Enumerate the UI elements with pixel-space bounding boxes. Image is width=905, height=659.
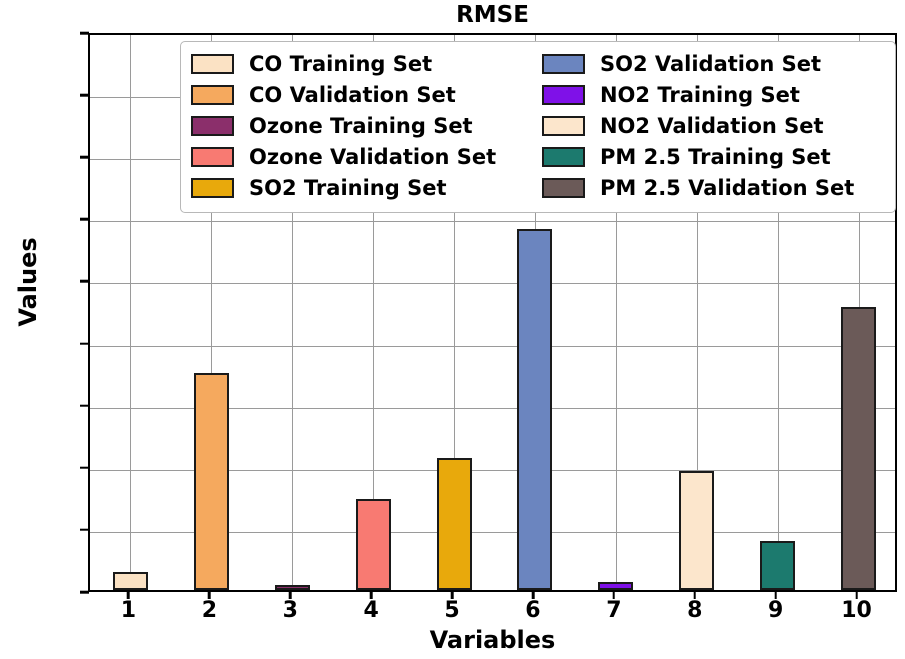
x-tick-mark	[693, 590, 697, 599]
x-tick-mark	[855, 590, 858, 599]
legend-item[interactable]: NO2 Validation Set	[541, 111, 885, 141]
gridline-vertical	[777, 35, 779, 590]
gridline-vertical	[373, 35, 375, 590]
gridline-horizontal	[90, 345, 895, 347]
x-tick-mark	[288, 590, 292, 599]
gridline-horizontal	[90, 531, 895, 533]
y-tick-mark	[80, 466, 89, 470]
gridline-vertical	[696, 35, 698, 590]
x-axis-label: Variables	[429, 626, 556, 654]
legend-item[interactable]: NO2 Training Set	[541, 80, 885, 110]
page-title: RMSE	[456, 2, 529, 28]
legend-item-label: CO Training Set	[249, 51, 433, 76]
y-tick-mark	[80, 528, 89, 532]
x-tick-label: 2	[201, 598, 217, 623]
bar-3	[274, 585, 310, 590]
x-tick-label: 1	[120, 598, 137, 623]
bar-4	[355, 499, 391, 590]
y-axis-label: Values	[14, 237, 42, 327]
legend-item[interactable]: PM 2.5 Training Set	[541, 142, 885, 172]
gridline-vertical	[615, 35, 617, 590]
legend-swatch-icon	[191, 147, 234, 167]
legend-item-label: NO2 Training Set	[599, 82, 800, 107]
x-tick-mark	[450, 590, 454, 599]
legend-item-label: Ozone Training Set	[249, 113, 473, 138]
legend-item-label: CO Validation Set	[249, 82, 456, 107]
legend-item-label: Ozone Validation Set	[249, 144, 497, 169]
gridline-vertical	[130, 35, 132, 590]
y-tick-mark	[80, 218, 89, 221]
gridline-vertical	[454, 35, 456, 590]
x-tick-mark	[774, 590, 777, 599]
legend-item[interactable]: SO2 Training Set	[191, 173, 542, 203]
legend-item-label: NO2 Validation Set	[599, 113, 824, 138]
x-tick-mark	[612, 590, 616, 599]
legend-item[interactable]: SO2 Validation Set	[541, 49, 885, 79]
gridline-horizontal	[90, 469, 895, 471]
legend-item-label: SO2 Training Set	[249, 175, 447, 200]
bar-10	[841, 306, 877, 590]
legend-swatch-icon	[191, 178, 234, 198]
x-tick-label: 3	[282, 598, 298, 623]
x-tick-label: 6	[525, 598, 541, 623]
bar-5	[436, 458, 472, 590]
bar-6	[517, 229, 553, 590]
bar-8	[679, 471, 715, 590]
legend-item-label: PM 2.5 Validation Set	[599, 175, 855, 200]
gridline-horizontal	[90, 283, 895, 285]
legend-swatch-icon	[541, 178, 585, 198]
gridline-horizontal	[90, 221, 895, 223]
y-tick-mark	[80, 155, 89, 159]
y-tick-mark	[80, 342, 89, 345]
legend-item[interactable]: CO Validation Set	[191, 80, 542, 110]
legend-swatch-icon	[191, 54, 234, 74]
legend-item[interactable]: Ozone Training Set	[191, 111, 542, 141]
legend-swatch-icon	[541, 85, 585, 105]
x-tick-label: 5	[444, 598, 460, 623]
legend-swatch-icon	[191, 116, 234, 136]
chart-legend: CO Training Set CO Validation Set Ozone Tr…	[180, 41, 896, 213]
legend-swatch-icon	[191, 85, 234, 105]
x-tick-label: 9	[767, 598, 784, 623]
legend-item[interactable]: Ozone Validation Set	[191, 142, 542, 172]
x-tick-label: 4	[363, 598, 379, 623]
y-tick-mark	[80, 404, 89, 407]
x-tick-mark	[127, 590, 130, 599]
bar-2	[193, 373, 229, 590]
bar-7	[598, 581, 634, 590]
legend-swatch-icon	[541, 147, 585, 167]
legend-item[interactable]: PM 2.5 Validation Set	[541, 173, 885, 203]
gridline-horizontal	[90, 407, 895, 409]
x-tick-label: 8	[687, 598, 703, 623]
legend-column-right: SO2 Validation Set NO2 Training Set NO2 Va…	[541, 49, 885, 203]
y-tick-mark	[80, 590, 89, 594]
y-tick-mark	[80, 31, 89, 35]
bar-9	[760, 540, 796, 590]
legend-item-label: SO2 Validation Set	[599, 51, 822, 76]
legend-item[interactable]: CO Training Set	[191, 49, 542, 79]
bar-1	[112, 572, 148, 590]
legend-swatch-icon	[541, 54, 585, 74]
legend-column-left: CO Training Set CO Validation Set Ozone Tr…	[191, 49, 542, 203]
y-tick-mark	[80, 93, 89, 97]
x-tick-mark	[208, 590, 211, 599]
gridline-vertical	[211, 35, 213, 590]
x-tick-label: 10	[841, 598, 872, 623]
legend-item-label: PM 2.5 Training Set	[599, 144, 831, 169]
legend-swatch-icon	[541, 116, 585, 136]
x-tick-mark	[531, 590, 535, 599]
y-tick-mark	[80, 280, 89, 283]
x-tick-mark	[369, 590, 373, 599]
gridline-vertical	[292, 35, 294, 590]
x-tick-label: 7	[606, 598, 622, 623]
